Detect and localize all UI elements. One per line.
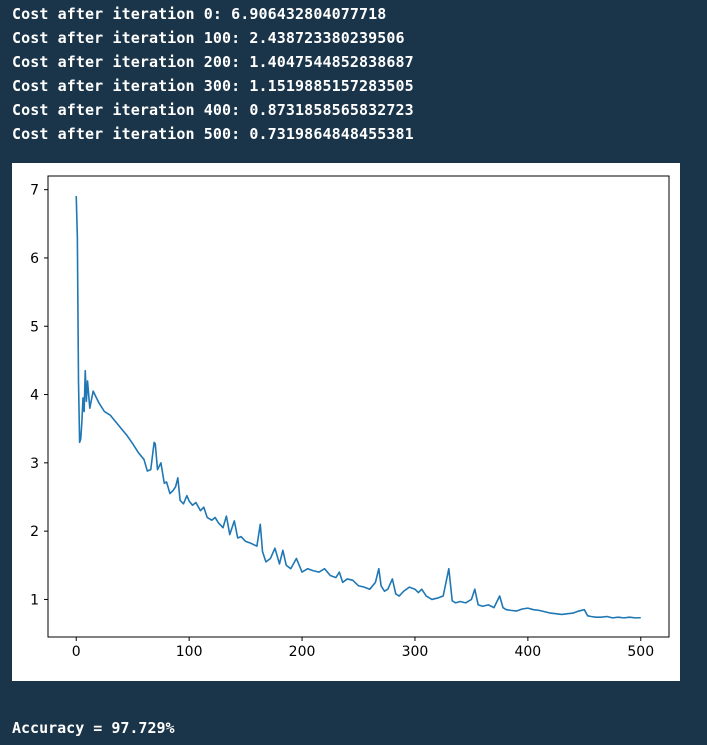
y-tick-label: 7 [30,183,39,199]
y-tick-label: 3 [30,456,39,472]
x-tick-label: 500 [627,644,654,660]
y-tick-label: 2 [30,524,39,540]
cost-chart-svg: 0 100 200 300 400 500 1 2 3 4 5 6 7 [30,175,670,660]
cost-log-line: Cost after iteration 500: 0.731986484845… [12,125,414,143]
y-tick-label: 6 [30,251,39,267]
cost-plot: 0 100 200 300 400 500 1 2 3 4 5 6 7 [12,163,680,681]
cost-log-line: Cost after iteration 400: 0.873185856583… [12,101,414,119]
cost-log-output: Cost after iteration 0: 6.90643280407771… [12,2,414,146]
y-tick-label: 4 [30,388,39,404]
y-tick-label: 5 [30,319,39,335]
x-tick-label: 0 [72,644,81,660]
axes-frame [47,175,670,638]
accuracy-text: Accuracy = 97.729% [12,719,175,737]
cost-log-line: Cost after iteration 300: 1.151988515728… [12,77,414,95]
cost-log-line: Cost after iteration 200: 1.404754485283… [12,53,414,71]
cost-log-line: Cost after iteration 0: 6.90643280407771… [12,5,387,23]
x-tick-label: 400 [514,644,541,660]
cost-log-line: Cost after iteration 100: 2.438723380239… [12,29,405,47]
x-tick-label: 300 [402,644,429,660]
cost-series-line [75,196,641,619]
x-tick-label: 100 [176,644,203,660]
y-tick-label: 1 [30,592,39,608]
x-tick-label: 200 [289,644,316,660]
